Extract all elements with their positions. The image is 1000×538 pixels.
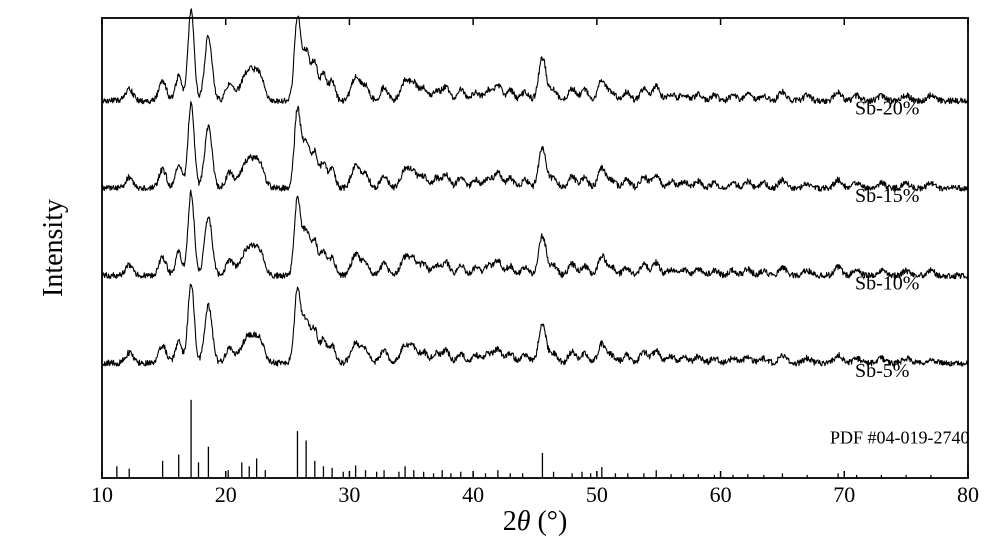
svg-text:2θ (°): 2θ (°) [503,506,568,537]
series-label-sb-15-: Sb-15% [855,185,919,207]
svg-text:80: 80 [957,482,979,507]
svg-text:60: 60 [710,482,732,507]
svg-text:10: 10 [91,482,113,507]
series-label-sb-10-: Sb-10% [855,272,919,294]
svg-text:20: 20 [215,482,237,507]
xrd-chart: 10 20 30 40 50 60 70 80 2θ (°) Intensity Sb-20% Sb-… [0,0,1000,538]
series-label-sb-20-: Sb-20% [855,98,919,120]
svg-text:30: 30 [338,482,360,507]
svg-text:40: 40 [462,482,484,507]
svg-text:50: 50 [586,482,608,507]
reference-label: PDF #04-019-2740 [830,428,970,448]
svg-text:70: 70 [833,482,855,507]
svg-text:Intensity: Intensity [38,199,69,297]
series-label-sb-5-: Sb-5% [855,360,909,382]
